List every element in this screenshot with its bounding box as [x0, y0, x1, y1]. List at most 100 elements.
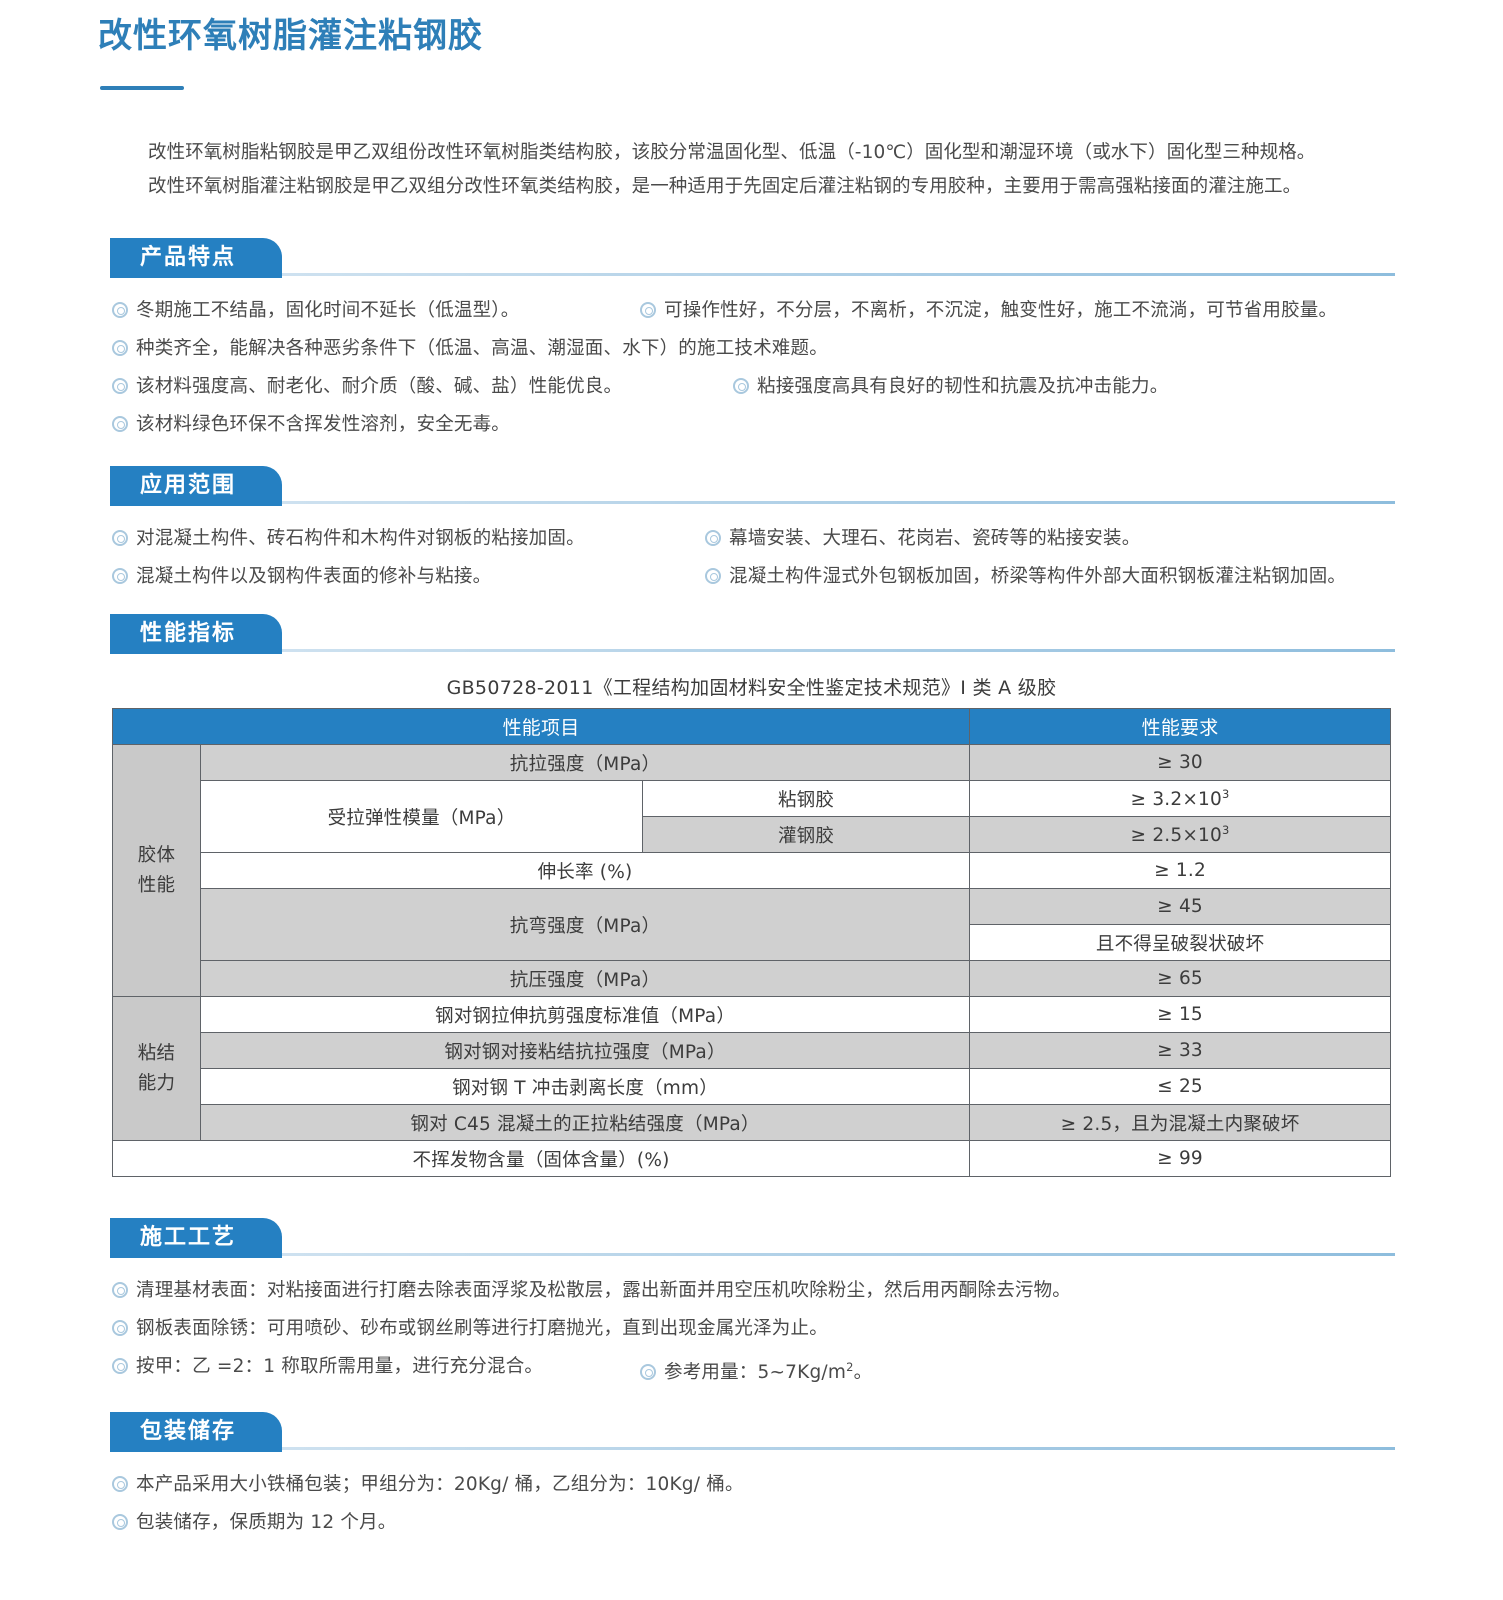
list-item-label: 该材料强度高、耐老化、耐介质（酸、碱、盐）性能优良。 [136, 376, 623, 397]
list-item: 钢板表面除锈：可用喷砂、砂布或钢丝刷等进行打磨抛光，直到出现金属光泽为止。 [112, 1310, 828, 1348]
table-cell-value: ≥ 99 [969, 1140, 1392, 1177]
list-item-label: 本产品采用大小铁桶包装；甲组分为：20Kg/ 桶，乙组分为：10Kg/ 桶。 [136, 1474, 744, 1495]
value-text: ≥ 3.2×10 [1130, 789, 1222, 811]
list-item-label: 参考用量：5~7Kg/m2。 [664, 1348, 872, 1392]
features-row-1: 冬期施工不结晶，固化时间不延长（低温型）。 可操作性好，不分层，不离析，不沉淀，… [0, 292, 1503, 330]
features-bullet-list: 冬期施工不结晶，固化时间不延长（低温型）。 可操作性好，不分层，不离析，不沉淀，… [0, 292, 1503, 444]
section-divider-line [110, 1447, 1395, 1450]
group-label-line1: 粘结 [137, 1042, 176, 1064]
list-item: 本产品采用大小铁桶包装；甲组分为：20Kg/ 桶，乙组分为：10Kg/ 桶。 [112, 1466, 744, 1504]
table-group-label-bonding: 粘结 能力 [112, 996, 201, 1141]
section-tab-label: 产品特点 [140, 245, 237, 270]
group-label-line2: 能力 [137, 1072, 176, 1094]
table-cell-item: 抗弯强度（MPa） [199, 888, 971, 961]
table-row: 伸长率 (%) ≥ 1.2 [113, 852, 1392, 889]
section-divider-line [110, 273, 1395, 276]
section-tab-label: 性能指标 [140, 621, 237, 646]
table-cell-item: 受拉弹性模量（MPa） [200, 780, 643, 853]
table-cell-value: ≥ 2.5，且为混凝土内聚破坏 [969, 1104, 1392, 1141]
table-row: 抗压强度（MPa） ≥ 65 [113, 960, 1392, 997]
features-row-3: 该材料强度高、耐老化、耐介质（酸、碱、盐）性能优良。 粘接强度高具有良好的韧性和… [0, 368, 1503, 406]
table-row: 胶体 性能 抗拉强度（MPa） ≥ 30 [112, 744, 1392, 997]
process-row-2: 钢板表面除锈：可用喷砂、砂布或钢丝刷等进行打磨抛光，直到出现金属光泽为止。 [0, 1310, 1503, 1348]
double-circle-bullet-icon [640, 1364, 656, 1381]
table-cell-value: ≤ 25 [969, 1068, 1392, 1105]
section-header-features: 产品特点 [0, 238, 1503, 278]
standard-caption: GB50728-2011《工程结构加固材料安全性鉴定技术规范》I 类 A 级胶 [446, 677, 1057, 699]
double-circle-bullet-icon [112, 1320, 128, 1336]
table-row: 灌钢胶 ≥ 2.5×103 [113, 816, 1392, 853]
list-item-label: 钢板表面除锈：可用喷砂、砂布或钢丝刷等进行打磨抛光，直到出现金属光泽为止。 [136, 1318, 828, 1339]
section-tab-label: 应用范围 [140, 473, 237, 498]
table-cell-value: ≥ 2.5×103 [969, 816, 1392, 853]
table-cell-value: ≥ 65 [969, 960, 1392, 997]
table-row: 钢对钢对接粘结抗拉强度（MPa） ≥ 33 [113, 1032, 1392, 1069]
value-text: ≥ 2.5×10 [1130, 825, 1222, 847]
list-item: 冬期施工不结晶，固化时间不延长（低温型）。 [112, 292, 519, 330]
page-title: 改性环氧树脂灌注粘钢胶 [98, 16, 483, 56]
list-item: 包装储存，保质期为 12 个月。 [112, 1504, 397, 1542]
application-row-2: 混凝土构件以及钢构件表面的修补与粘接。 混凝土构件湿式外包钢板加固，桥梁等构件外… [0, 558, 1503, 596]
table-header-row: 性能项目 性能要求 [111, 708, 1392, 745]
table-cell-value: ≥ 45 [969, 888, 1392, 925]
table-cell-item: 伸长率 (%) [199, 852, 971, 889]
list-item: 种类齐全，能解决各种恶劣条件下（低温、高温、潮湿面、水下）的施工技术难题。 [112, 330, 828, 368]
list-item-label: 混凝土构件湿式外包钢板加固，桥梁等构件外部大面积钢板灌注粘钢加固。 [729, 566, 1347, 587]
section-performance: 性能指标 [0, 614, 1503, 654]
list-item-label: 可操作性好，不分层，不离析，不沉淀，触变性好，施工不流淌，可节省用胶量。 [664, 300, 1338, 321]
process-bullet-list: 清理基材表面：对粘接面进行打磨去除表面浮浆及松散层，露出新面并用空压机吹除粉尘，… [0, 1272, 1503, 1386]
double-circle-bullet-icon [112, 1282, 128, 1298]
value-exponent: 3 [1222, 786, 1230, 801]
section-header-performance: 性能指标 [0, 614, 1503, 654]
list-item-usage: 参考用量：5~7Kg/m2。 [640, 1348, 872, 1392]
intro-paragraph-2: 改性环氧树脂灌注粘钢胶是甲乙双组分改性环氧类结构胶，是一种适用于先固定后灌注粘钢… [148, 176, 1302, 197]
section-tab-application: 应用范围 [110, 466, 282, 506]
table-cell-value: ≥ 33 [969, 1032, 1392, 1069]
intro-paragraphs: 改性环氧树脂粘钢胶是甲乙双组份改性环氧树脂类结构胶，该胶分常温固化型、低温（-1… [148, 136, 1408, 204]
table-row: 且不得呈破裂状破坏 [113, 924, 1392, 961]
list-item-label: 幕墙安装、大理石、花岗岩、瓷砖等的粘接安装。 [729, 528, 1141, 549]
list-item-label: 对混凝土构件、砖石构件和木构件对钢板的粘接加固。 [136, 528, 585, 549]
list-item: 幕墙安装、大理石、花岗岩、瓷砖等的粘接安装。 [705, 520, 1140, 558]
double-circle-bullet-icon [112, 568, 128, 584]
table-row: 钢对 C45 混凝土的正拉粘结强度（MPa） ≥ 2.5，且为混凝土内聚破坏 [113, 1104, 1392, 1141]
double-circle-bullet-icon [112, 340, 128, 356]
table-cell-item: 抗拉强度（MPa） [199, 744, 971, 781]
section-tab-process: 施工工艺 [110, 1218, 282, 1258]
usage-exponent: 2 [846, 1360, 854, 1374]
packaging-row-1: 本产品采用大小铁桶包装；甲组分为：20Kg/ 桶，乙组分为：10Kg/ 桶。 [0, 1466, 1503, 1504]
list-item-label: 清理基材表面：对粘接面进行打磨去除表面浮浆及松散层，露出新面并用空压机吹除粉尘，… [136, 1280, 1072, 1301]
process-row-3: 按甲：乙 =2：1 称取所需用量，进行充分混合。 参考用量：5~7Kg/m2。 [0, 1348, 1503, 1386]
double-circle-bullet-icon [733, 378, 749, 394]
section-header-application: 应用范围 [0, 466, 1503, 506]
usage-text: 参考用量：5~7Kg/m [664, 1362, 847, 1384]
application-bullet-list: 对混凝土构件、砖石构件和木构件对钢板的粘接加固。 幕墙安装、大理石、花岗岩、瓷砖… [0, 520, 1503, 596]
list-item: 混凝土构件以及钢构件表面的修补与粘接。 [112, 558, 491, 596]
list-item-label: 种类齐全，能解决各种恶劣条件下（低温、高温、潮湿面、水下）的施工技术难题。 [136, 338, 828, 359]
table-group-label-adhesive: 胶体 性能 [112, 744, 201, 997]
section-tab-packaging: 包装储存 [110, 1412, 282, 1452]
table-cell-item: 钢对 C45 混凝土的正拉粘结强度（MPa） [199, 1104, 971, 1141]
section-features: 产品特点 冬期施工不结晶，固化时间不延长（低温型）。 可操作性好，不分层，不离析… [0, 238, 1503, 444]
section-process: 施工工艺 清理基材表面：对粘接面进行打磨去除表面浮浆及松散层，露出新面并用空压机… [0, 1218, 1503, 1386]
list-item: 该材料强度高、耐老化、耐介质（酸、碱、盐）性能优良。 [112, 368, 622, 406]
table-row: 粘结 能力 钢对钢拉伸抗剪强度标准值（MPa） ≥ 15 [112, 996, 1392, 1141]
list-item-label: 该材料绿色环保不含挥发性溶剂，安全无毒。 [136, 414, 511, 435]
table-header-requirement: 性能要求 [969, 708, 1392, 745]
section-packaging: 包装储存 本产品采用大小铁桶包装；甲组分为：20Kg/ 桶，乙组分为：10Kg/… [0, 1412, 1503, 1542]
list-item: 对混凝土构件、砖石构件和木构件对钢板的粘接加固。 [112, 520, 585, 558]
table-cell-item: 不挥发物含量（固体含量）(%) [111, 1140, 971, 1177]
double-circle-bullet-icon [112, 1358, 128, 1374]
table-cell-value: ≥ 15 [969, 996, 1392, 1033]
table-cell-item: 抗压强度（MPa） [199, 960, 971, 997]
section-header-process: 施工工艺 [0, 1218, 1503, 1258]
table-cell-item: 钢对钢拉伸抗剪强度标准值（MPa） [199, 996, 971, 1033]
section-application: 应用范围 对混凝土构件、砖石构件和木构件对钢板的粘接加固。 幕墙安装、大理石、花… [0, 466, 1503, 596]
list-item-label: 粘接强度高具有良好的韧性和抗震及抗冲击能力。 [757, 376, 1169, 397]
packaging-bullet-list: 本产品采用大小铁桶包装；甲组分为：20Kg/ 桶，乙组分为：10Kg/ 桶。 包… [0, 1466, 1503, 1542]
section-tab-label: 施工工艺 [140, 1225, 237, 1250]
list-item: 粘接强度高具有良好的韧性和抗震及抗冲击能力。 [733, 368, 1168, 406]
list-item: 清理基材表面：对粘接面进行打磨去除表面浮浆及松散层，露出新面并用空压机吹除粉尘，… [112, 1272, 1071, 1310]
section-divider-line [110, 1253, 1395, 1256]
double-circle-bullet-icon [112, 302, 128, 318]
